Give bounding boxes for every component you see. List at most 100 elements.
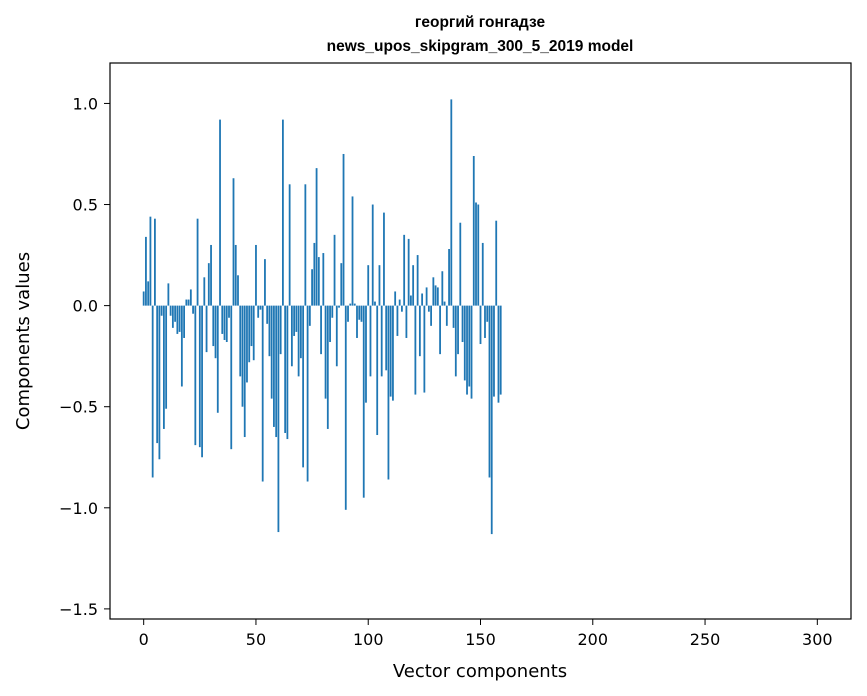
bar — [452, 305, 455, 328]
bar — [174, 305, 177, 322]
bar — [257, 305, 260, 318]
bar — [371, 204, 374, 306]
bar — [421, 293, 424, 306]
bar — [470, 305, 473, 399]
bar — [203, 277, 206, 306]
bar — [284, 305, 287, 433]
bar — [331, 305, 334, 318]
bar — [383, 212, 385, 306]
bar — [273, 305, 275, 427]
bar — [234, 244, 237, 306]
bar — [205, 305, 208, 353]
bar — [412, 265, 415, 306]
bar — [466, 305, 468, 395]
bar — [347, 305, 349, 322]
bar — [165, 305, 168, 409]
y-tick-label: 1.0 — [73, 94, 98, 113]
bar — [457, 305, 459, 355]
bar — [353, 303, 356, 306]
bar — [434, 285, 437, 306]
bar — [403, 234, 406, 306]
y-axis-ticks: −1.5 −1.0 −0.5 0.0 0.5 1.0 — [59, 94, 110, 619]
bar — [320, 305, 322, 355]
x-tick-label: 50 — [246, 630, 266, 649]
bar — [259, 305, 262, 310]
bar — [286, 305, 289, 440]
bar — [261, 305, 264, 482]
bar — [481, 242, 484, 306]
bar — [430, 305, 432, 326]
bar — [232, 178, 235, 306]
bar — [324, 305, 327, 399]
bar — [396, 305, 399, 336]
bar — [322, 253, 325, 306]
bar — [495, 220, 498, 306]
bar — [180, 305, 183, 387]
bar — [185, 299, 188, 306]
bar — [486, 305, 489, 322]
bar — [194, 305, 197, 446]
bar — [279, 305, 282, 355]
bar — [266, 305, 269, 324]
bar — [459, 222, 462, 306]
bar — [196, 218, 199, 306]
bar — [221, 305, 224, 334]
bar — [432, 277, 435, 306]
bar — [335, 305, 338, 367]
bar — [169, 305, 172, 316]
bar — [499, 305, 502, 395]
bar — [176, 305, 179, 334]
bar — [367, 265, 370, 306]
bar — [201, 305, 203, 458]
bar — [299, 305, 302, 359]
bar — [378, 265, 381, 306]
bar — [493, 305, 495, 397]
bar — [293, 305, 296, 336]
bar — [228, 305, 230, 318]
bar — [219, 119, 221, 306]
bar — [192, 305, 194, 314]
bar — [358, 305, 361, 320]
bar — [160, 305, 163, 316]
bar — [311, 269, 313, 306]
bar — [147, 281, 150, 306]
bar — [439, 305, 441, 355]
bar — [477, 204, 480, 306]
y-tick-label: 0.5 — [73, 196, 98, 215]
bar — [414, 305, 417, 395]
bar — [290, 305, 293, 367]
bar — [207, 263, 210, 306]
bar — [308, 305, 311, 326]
bar — [315, 168, 318, 306]
x-axis-ticks: 0 50 100 150 200 250 300 — [139, 619, 833, 649]
bar — [490, 305, 493, 535]
bar — [340, 263, 343, 306]
bar — [360, 305, 363, 322]
bar — [365, 305, 367, 403]
bar — [401, 305, 403, 312]
y-tick-label: −0.5 — [59, 398, 98, 417]
plot-area-frame — [109, 62, 852, 620]
bar — [214, 305, 217, 359]
bar — [158, 305, 161, 460]
bar — [425, 287, 428, 306]
bar — [475, 202, 477, 306]
bar — [198, 305, 201, 448]
bar — [288, 184, 291, 306]
bar — [216, 305, 219, 413]
bar — [385, 305, 388, 371]
bar — [418, 305, 421, 357]
chart-title: георгий гонгадзе — [415, 14, 546, 31]
bar — [250, 305, 253, 347]
y-axis-label: Components values — [13, 252, 34, 430]
bar — [223, 305, 226, 340]
bar — [178, 305, 181, 332]
bar — [351, 196, 354, 306]
bar — [468, 305, 471, 387]
bar — [398, 299, 401, 306]
bar — [239, 305, 242, 377]
bar — [497, 305, 500, 403]
bar — [392, 305, 394, 401]
bar — [445, 305, 448, 326]
bar — [297, 305, 300, 377]
